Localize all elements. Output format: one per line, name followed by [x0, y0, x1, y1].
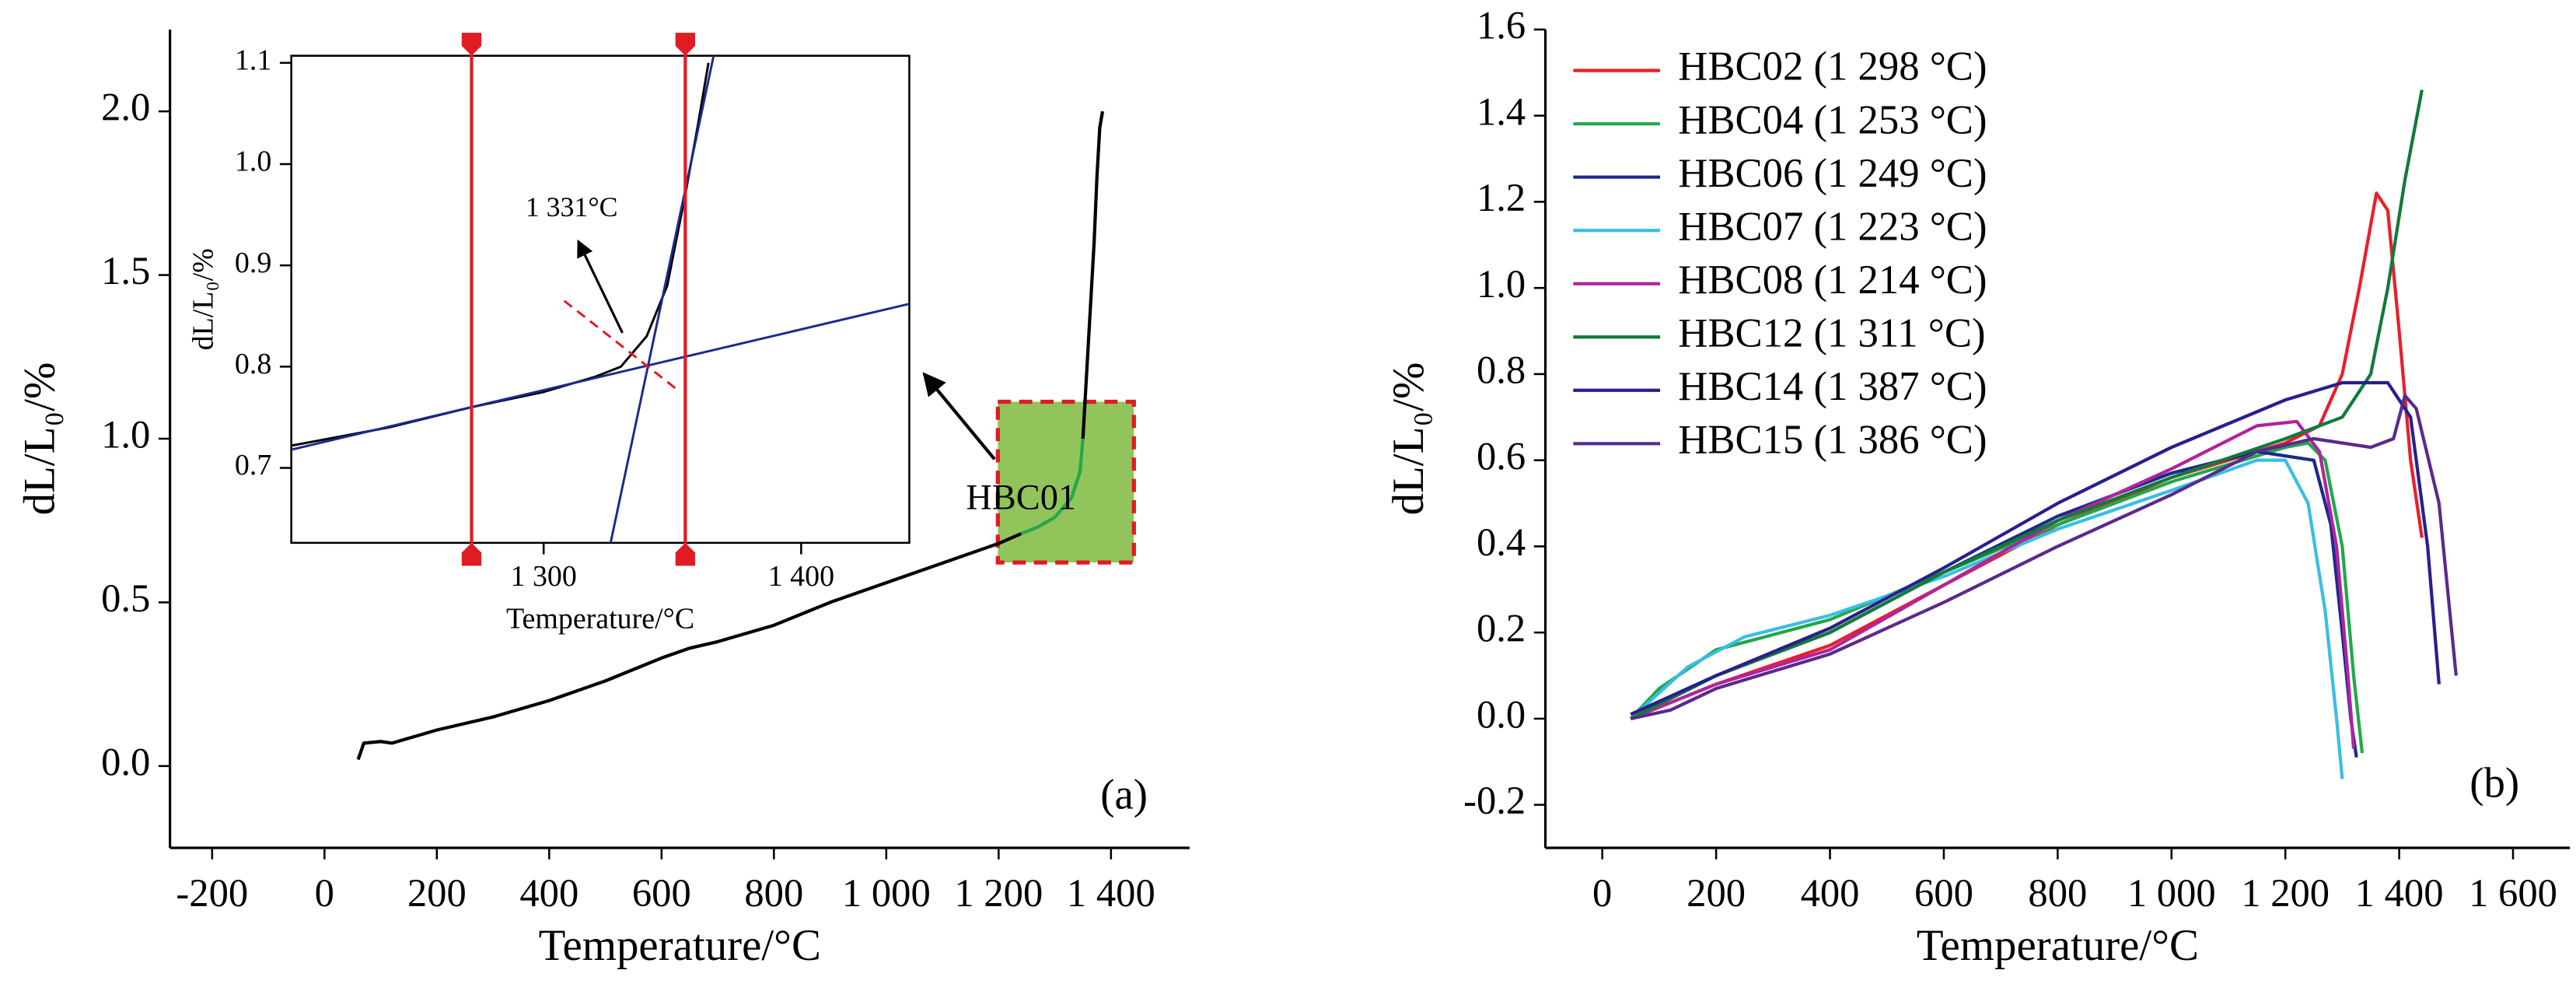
y-tick-label: 1.4 [1477, 89, 1526, 133]
y-tick-label: 0.7 [235, 449, 271, 481]
data-line [291, 303, 910, 451]
y-tick-label: 1.5 [101, 249, 150, 292]
y-axis-title: dL/L₀/% [15, 362, 64, 516]
x-tick-label: 800 [2028, 871, 2087, 915]
x-tick-label: 200 [1686, 871, 1746, 915]
zoom-arrow [922, 372, 996, 460]
y-tick-label: 2.0 [101, 86, 150, 129]
x-axis-title: Temperature/°C [506, 603, 694, 636]
y-tick-label: -0.2 [1463, 779, 1526, 822]
x-tick-label: 1 600 [2469, 871, 2557, 915]
data-line [1629, 441, 2365, 754]
x-axis-title: Temperature/°C [539, 921, 821, 970]
data-line [356, 532, 1022, 761]
data-line [1630, 380, 2441, 716]
x-tick-label: 1 200 [2241, 871, 2330, 915]
series-label: HBC01 [966, 478, 1076, 517]
legend-label: HBC15 (1 386 °C) [1678, 417, 1987, 462]
y-tick-label: 0.9 [235, 247, 271, 279]
x-axis-title: Temperature/°C [1917, 921, 2199, 970]
data-line [609, 55, 715, 543]
y-tick-label: 1.1 [235, 44, 271, 76]
x-tick-label: 0 [315, 871, 334, 915]
y-tick-label: 1.0 [101, 413, 150, 457]
legend-label: HBC04 (1 253 °C) [1678, 97, 1987, 142]
highlight-region [995, 399, 1136, 565]
y-tick-label: 0.0 [101, 740, 150, 783]
reference-marker [461, 33, 482, 56]
y-tick-label: 1.0 [235, 145, 271, 178]
legend-label: HBC02 (1 298 °C) [1678, 44, 1987, 89]
y-tick-label: 0.6 [1477, 434, 1526, 478]
x-tick-label: 1 000 [2127, 871, 2216, 915]
plot-area [291, 55, 910, 543]
legend-label: HBC12 (1 311 °C) [1678, 310, 1985, 355]
x-tick-label: 1 300 [511, 560, 577, 593]
annotation-arrow [577, 239, 624, 334]
y-tick-label: 0.8 [1477, 348, 1526, 392]
reference-marker [461, 542, 482, 566]
y-tick-label: 0.8 [235, 348, 271, 380]
panel-label: (b) [2469, 759, 2519, 807]
annotation: 1 331°C [526, 191, 618, 222]
x-tick-label: -200 [176, 871, 248, 915]
y-tick-label: 1.6 [1477, 4, 1526, 47]
reference-marker [675, 542, 695, 566]
data-line [1630, 191, 2424, 720]
data-line [1081, 110, 1105, 439]
legend-label: HBC14 (1 387 °C) [1678, 364, 1987, 409]
x-tick-label: 1 000 [842, 871, 931, 915]
x-tick-label: 200 [407, 871, 467, 915]
y-tick-label: 0.2 [1477, 607, 1526, 650]
data-line [1630, 394, 2458, 720]
data-line [1630, 419, 2356, 749]
reference-marker [675, 33, 695, 56]
data-line [563, 299, 679, 391]
y-tick-label: 0.4 [1477, 520, 1526, 564]
x-tick-label: 600 [1914, 871, 1973, 915]
y-tick-label: 1.2 [1477, 176, 1526, 219]
y-tick-label: 0.5 [101, 576, 150, 620]
legend-label: HBC08 (1 214 °C) [1678, 257, 1987, 303]
inset-frame [290, 54, 911, 545]
y-tick-label: 1.0 [1477, 262, 1526, 306]
y-axis-title: dL/L₀/% [1384, 362, 1433, 516]
plot-area [1629, 89, 2458, 779]
legend-label: HBC06 (1 249 °C) [1678, 151, 1987, 196]
data-line [1629, 458, 2344, 779]
x-tick-label: 400 [519, 871, 578, 915]
x-tick-label: 1 200 [954, 871, 1043, 915]
data-line [1630, 89, 2424, 720]
x-tick-label: 1 400 [768, 560, 834, 593]
y-axis-title: dL/L₀/% [187, 248, 220, 350]
data-line [1020, 438, 1085, 535]
plot-area [356, 110, 1105, 761]
x-tick-label: 600 [632, 871, 691, 915]
y-tick-label: 0.0 [1477, 693, 1526, 737]
legend-label: HBC07 (1 223 °C) [1678, 204, 1987, 249]
x-tick-label: 1 400 [2355, 871, 2444, 915]
x-tick-label: 0 [1592, 871, 1612, 915]
panel-label: (a) [1100, 770, 1148, 818]
x-tick-label: 400 [1801, 871, 1860, 915]
x-tick-label: 800 [744, 871, 803, 915]
x-tick-label: 1 400 [1067, 871, 1155, 915]
